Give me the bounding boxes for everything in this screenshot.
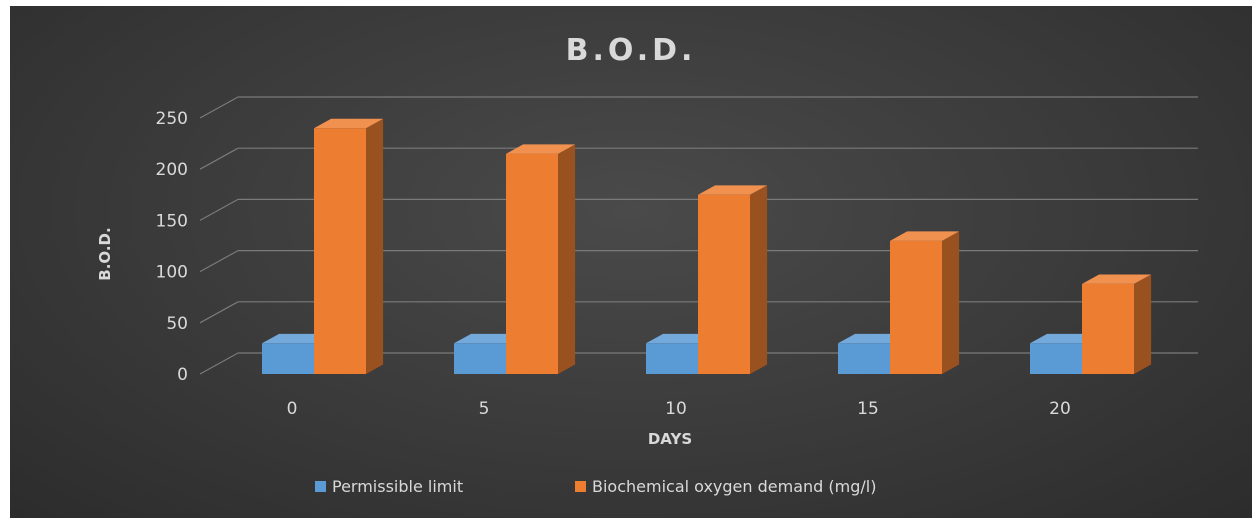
- legend-swatch: [315, 481, 326, 492]
- y-tick-label: 50: [166, 314, 188, 334]
- gridline-diagonal: [199, 198, 239, 221]
- x-tick-label: 15: [857, 399, 879, 419]
- bod-chart: B.O.D. 0 50 100 150 200 250 B.O.D. 0 5 10 15 20 D…: [96, 33, 1198, 496]
- bars: [262, 118, 1152, 374]
- gridline-diagonal: [199, 352, 239, 375]
- y-tick-label: 100: [156, 263, 188, 283]
- x-tick-label: 5: [479, 399, 490, 419]
- x-tick-label: 10: [665, 399, 687, 419]
- gridline-diagonal: [199, 250, 239, 273]
- x-tick-label: 0: [287, 399, 298, 419]
- legend-swatch: [575, 481, 586, 492]
- bar-bod-15: [890, 231, 960, 374]
- legend-item: Permissible limit: [315, 477, 463, 496]
- x-tick-label: 20: [1049, 399, 1071, 419]
- legend-item: Biochemical oxygen demand (mg/l): [575, 477, 876, 496]
- legend-label: Permissible limit: [332, 477, 463, 496]
- gridline-diagonal: [199, 301, 239, 324]
- bar-bod-0: [314, 118, 384, 374]
- bar-bod-20: [1082, 274, 1152, 374]
- y-tick-label: 200: [156, 160, 188, 180]
- y-tick-label: 250: [156, 109, 188, 129]
- x-axis-title: DAYS: [648, 430, 692, 448]
- legend-label: Biochemical oxygen demand (mg/l): [592, 477, 876, 496]
- y-axis-title: B.O.D.: [96, 227, 114, 280]
- bar-bod-10: [698, 185, 768, 374]
- bar-bod-5: [506, 144, 576, 374]
- legend: Permissible limit Biochemical oxygen dema…: [315, 477, 876, 496]
- y-axis-ticks: 0 50 100 150 200 250: [156, 109, 188, 385]
- gridline-diagonal: [199, 147, 239, 170]
- chart-title: B.O.D.: [566, 33, 697, 68]
- chart-panel: B.O.D. 0 50 100 150 200 250 B.O.D. 0 5 10 15 20 D…: [10, 6, 1252, 518]
- x-axis-ticks: 0 5 10 15 20: [287, 399, 1071, 419]
- y-tick-label: 0: [177, 365, 188, 385]
- y-tick-label: 150: [156, 211, 188, 231]
- gridline-diagonal: [199, 96, 239, 119]
